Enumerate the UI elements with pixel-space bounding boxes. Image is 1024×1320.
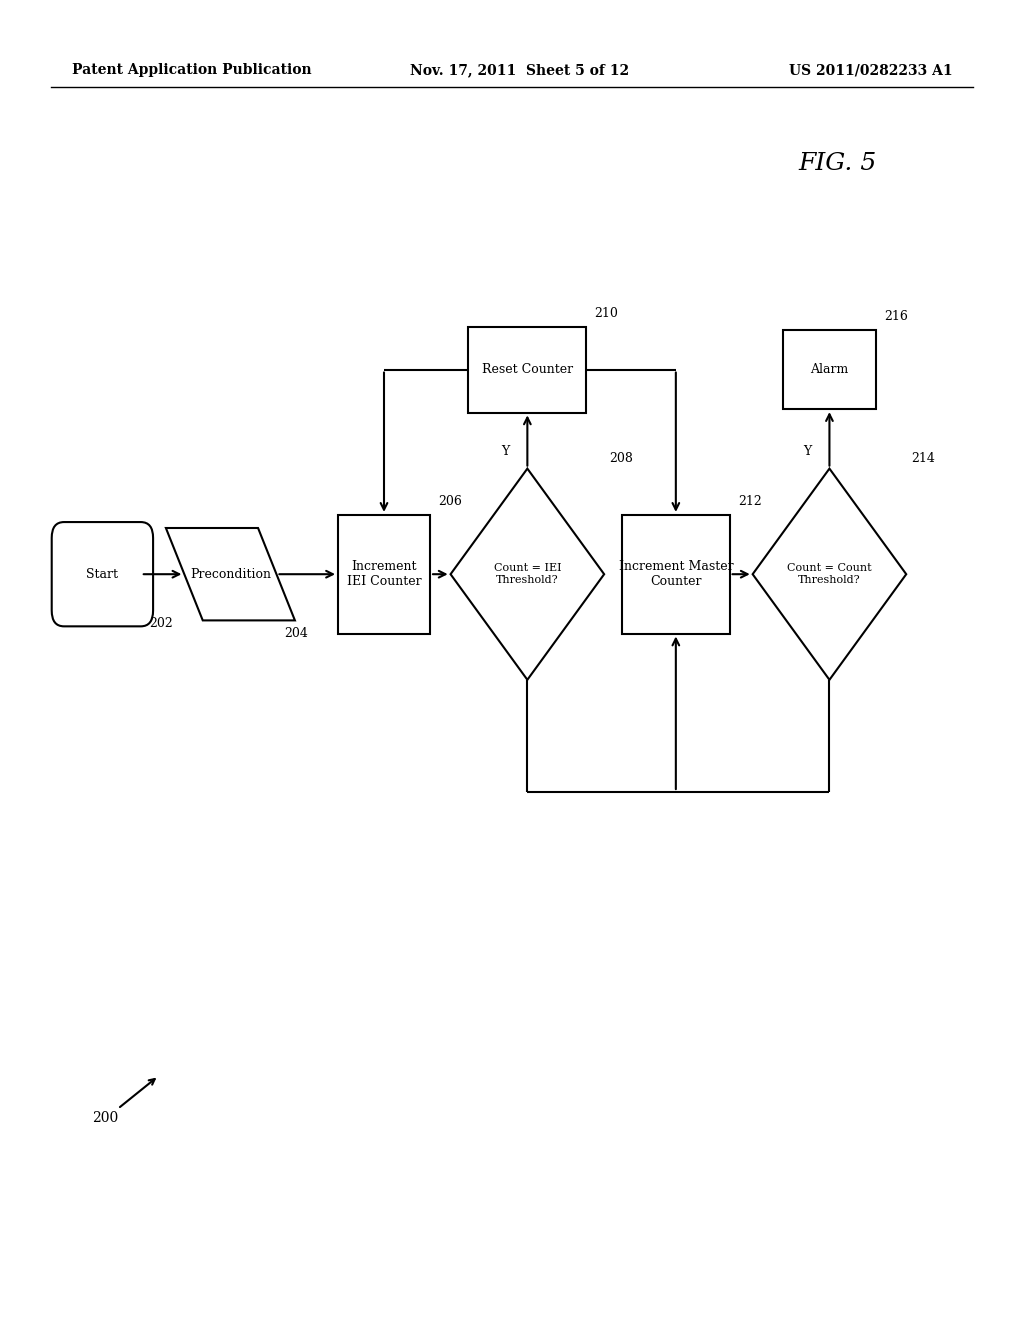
Polygon shape bbox=[753, 469, 906, 680]
Polygon shape bbox=[451, 469, 604, 680]
Text: Nov. 17, 2011  Sheet 5 of 12: Nov. 17, 2011 Sheet 5 of 12 bbox=[410, 63, 629, 78]
Polygon shape bbox=[166, 528, 295, 620]
Text: 214: 214 bbox=[911, 451, 935, 465]
Text: 200: 200 bbox=[92, 1111, 119, 1126]
Text: Count = IEI
Threshold?: Count = IEI Threshold? bbox=[494, 564, 561, 585]
Text: 212: 212 bbox=[737, 495, 762, 508]
Text: Increment
IEI Counter: Increment IEI Counter bbox=[347, 560, 421, 589]
Bar bbox=[623, 515, 729, 634]
Bar bbox=[783, 330, 876, 409]
Text: Precondition: Precondition bbox=[189, 568, 271, 581]
Text: 202: 202 bbox=[150, 618, 173, 630]
Text: Patent Application Publication: Patent Application Publication bbox=[72, 63, 311, 78]
Text: Count = Count
Threshold?: Count = Count Threshold? bbox=[787, 564, 871, 585]
Text: Alarm: Alarm bbox=[810, 363, 849, 376]
Text: Y: Y bbox=[501, 445, 509, 458]
Text: FIG. 5: FIG. 5 bbox=[799, 152, 877, 174]
Bar bbox=[338, 515, 430, 634]
Text: Increment Master
Counter: Increment Master Counter bbox=[618, 560, 733, 589]
Text: Reset Counter: Reset Counter bbox=[482, 363, 572, 376]
Text: 204: 204 bbox=[285, 627, 308, 640]
Text: US 2011/0282233 A1: US 2011/0282233 A1 bbox=[788, 63, 952, 78]
Text: 208: 208 bbox=[609, 451, 633, 465]
Text: 206: 206 bbox=[438, 495, 462, 508]
Text: Y: Y bbox=[803, 445, 811, 458]
FancyBboxPatch shape bbox=[51, 523, 154, 627]
Text: 210: 210 bbox=[594, 308, 618, 321]
Text: 216: 216 bbox=[884, 310, 907, 323]
Bar bbox=[469, 327, 586, 412]
Text: Start: Start bbox=[86, 568, 119, 581]
